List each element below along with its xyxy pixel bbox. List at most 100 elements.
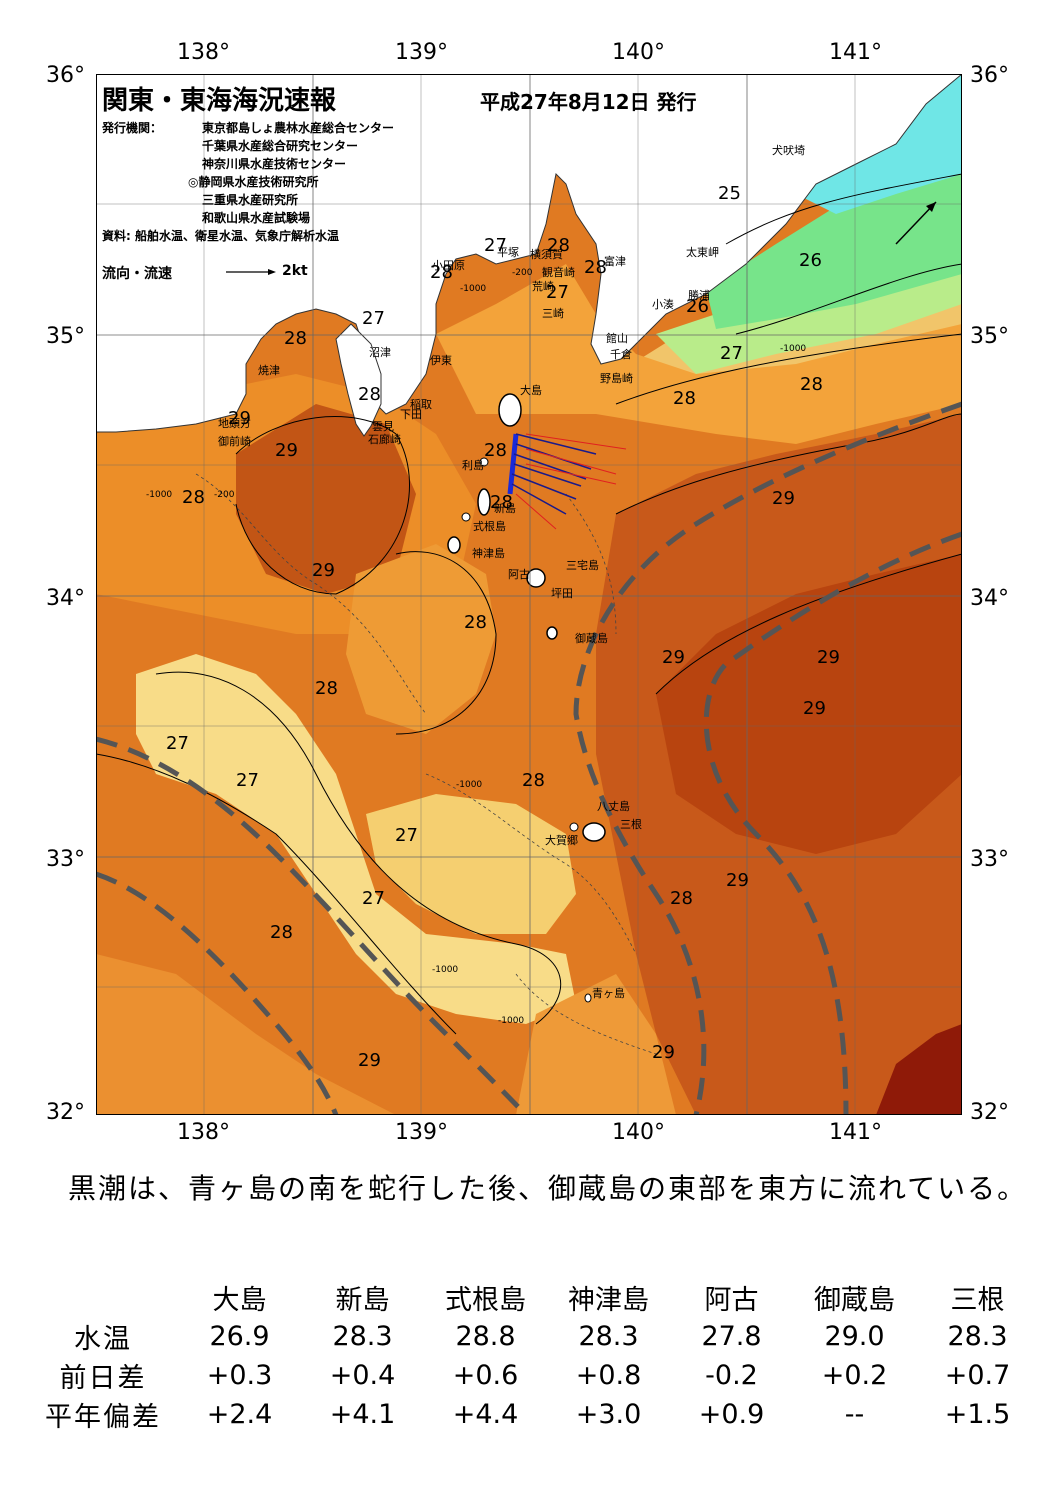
temp-label: 27 — [236, 770, 259, 791]
temp-label: 28 — [270, 922, 293, 943]
land-izu — [335, 323, 382, 437]
table-header-row: 大島 新島 式根島 神津島 阿古 御蔵島 三根 — [28, 1278, 1039, 1317]
row-label: 平年偏差 — [45, 1402, 161, 1433]
issuer-5: 三重県水産研究所 — [202, 193, 299, 207]
data-source: 資料: 船舶水温、衛星水温、気象庁解析水温 — [102, 229, 339, 243]
land-honshu — [96, 74, 962, 433]
place-mitsune: 三根 — [620, 818, 642, 831]
kuroshio-axis — [96, 401, 962, 1115]
place-oshima: 大島 — [520, 384, 542, 397]
light-orange-coastal — [436, 264, 962, 444]
island-kozushima — [447, 536, 461, 554]
temp-label: 25 — [718, 183, 741, 204]
temp-label: 28 — [358, 384, 381, 405]
temp-label: 28 — [547, 235, 570, 256]
row-label: 水温 — [74, 1324, 132, 1355]
temp-label: 27 — [395, 825, 418, 846]
temp-label: 27 — [362, 888, 385, 909]
current-vectors — [507, 201, 937, 530]
temp-label: 29 — [275, 440, 298, 461]
table-cell: 27.8 — [701, 1321, 762, 1352]
place-jitogata: 地頭方 — [218, 417, 251, 430]
depth-label: -1000 — [432, 965, 459, 975]
temp-label: 29 — [228, 408, 251, 429]
place-tateyama: 館山 — [606, 332, 628, 345]
place-arasaki: 荒崎 — [532, 280, 554, 293]
temp-label: 27 — [720, 343, 743, 364]
temp-label: 28 — [284, 328, 307, 349]
lat-tick-32-right: 32° — [970, 1100, 1009, 1125]
issuer-3: 神奈川県水産技術センター — [202, 157, 347, 171]
depth-label: -1000 — [498, 1016, 525, 1026]
temp-label: 28 — [464, 612, 487, 633]
island-aogashima — [584, 993, 592, 1003]
issuer-2: 千葉県水産総合研究センター — [202, 139, 359, 153]
lon-tick-141-bottom: 141° — [829, 1120, 882, 1145]
current-legend-arrow — [226, 269, 276, 275]
temp-label: 29 — [652, 1042, 675, 1063]
table-cell: -0.2 — [705, 1360, 758, 1391]
summary-text: 黒潮は、青ヶ島の南を蛇行した後、御蔵島の東部を東方に流れている。 — [68, 1172, 1028, 1205]
island-miyakejima — [526, 568, 546, 588]
temp-label: 27 — [166, 733, 189, 754]
orange-south-center — [516, 974, 676, 1115]
table-cell: 28.8 — [455, 1321, 516, 1352]
issuer-4: ◎静岡県水産技術研究所 — [188, 175, 319, 189]
temp-label: 29 — [803, 698, 826, 719]
place-shikinejima: 式根島 — [473, 520, 506, 533]
table-corner — [28, 1278, 178, 1317]
table-row: 平年偏差 +2.4 +4.1 +4.4 +3.0 +0.9 -- +1.5 — [28, 1395, 1039, 1434]
table-cell: 28.3 — [947, 1321, 1008, 1352]
place-shimoda: 下田 — [400, 408, 422, 421]
place-tsubota: 坪田 — [551, 587, 573, 600]
table-cell: +0.8 — [575, 1360, 642, 1391]
temp-label: 28 — [800, 374, 823, 395]
temp-label: 28 — [182, 487, 205, 508]
temp-label: 28 — [484, 440, 507, 461]
pale-yellow-center — [366, 794, 576, 934]
station-header: 大島 — [212, 1285, 267, 1316]
island-toshima — [479, 457, 489, 467]
temp-label: 28 — [522, 770, 545, 791]
table-cell: 28.3 — [578, 1321, 639, 1352]
isotherm-lines — [96, 173, 962, 1035]
lon-tick-140-top: 140° — [612, 40, 665, 65]
table-cell: +2.4 — [206, 1399, 273, 1430]
depth-label: -200 — [214, 490, 235, 500]
current-legend-label: 流向・流速 — [102, 266, 172, 282]
place-kumomi: 雲見 — [372, 420, 394, 433]
table-cell: +4.4 — [452, 1399, 519, 1430]
table-cell: 29.0 — [824, 1321, 885, 1352]
dark-brown-east — [656, 554, 962, 854]
place-hachijojima: 八丈島 — [597, 800, 630, 813]
place-odawara: 小田原 — [432, 259, 465, 272]
island-oshima — [498, 393, 522, 427]
place-ako: 阿古 — [508, 568, 530, 581]
map-title: 関東・東海海況速報 — [102, 86, 337, 116]
station-header: 新島 — [335, 1285, 390, 1316]
place-misaki: 三崎 — [542, 307, 564, 320]
lat-tick-32-left: 32° — [46, 1100, 85, 1125]
place-futtsu: 富津 — [604, 255, 626, 268]
table-cell: +1.5 — [944, 1399, 1011, 1430]
orange-south — [96, 954, 396, 1115]
place-nojimazaki: 野島崎 — [600, 372, 633, 385]
temp-label: 28 — [670, 888, 693, 909]
place-ito: 伊東 — [430, 354, 452, 367]
place-miyakejima: 三宅島 — [566, 559, 599, 572]
place-mikurajima: 御蔵島 — [575, 632, 608, 645]
place-yokosuka: 横須賀 — [530, 248, 563, 261]
observation-table: 大島 新島 式根島 神津島 阿古 御蔵島 三根 水温 26.9 28.3 28.… — [28, 1278, 1039, 1434]
place-hiratsuka: 平塚 — [497, 246, 519, 259]
place-niijima: 新島 — [494, 502, 516, 515]
station-header: 三根 — [950, 1285, 1005, 1316]
lat-tick-35-left: 35° — [46, 324, 85, 349]
table-row: 水温 26.9 28.3 28.8 28.3 27.8 29.0 28.3 — [28, 1317, 1039, 1356]
depth-label: -1000 — [146, 490, 173, 500]
table-cell: +0.3 — [206, 1360, 273, 1391]
temp-label: 27 — [484, 235, 507, 256]
issue-date: 平成27年8月12日 発行 — [480, 90, 697, 114]
temp-label: 29 — [817, 647, 840, 668]
place-inatori: 稲取 — [410, 398, 432, 411]
lat-tick-36-right: 36° — [970, 63, 1009, 88]
